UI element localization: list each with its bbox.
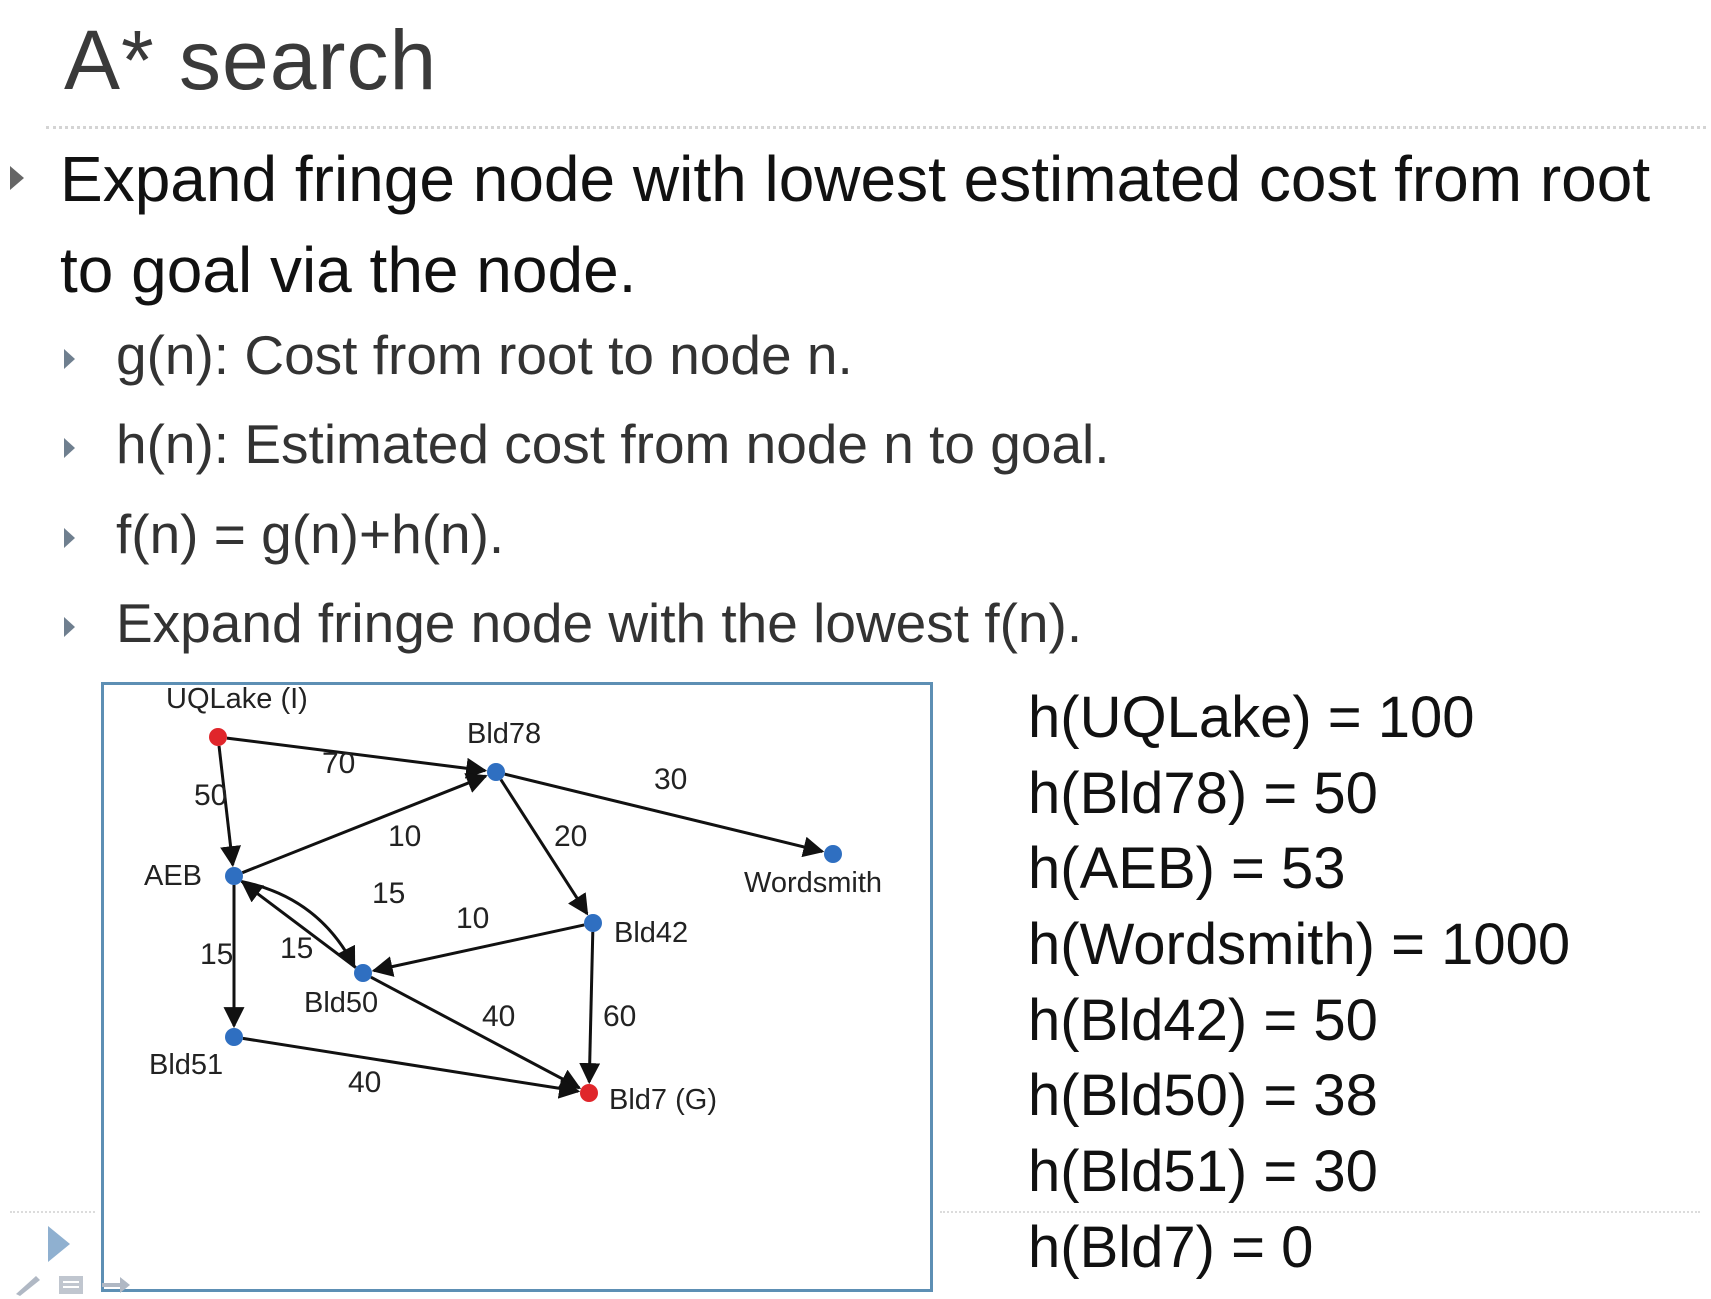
edge-bld78-bld42 xyxy=(499,778,589,916)
edge-weight-label: 30 xyxy=(654,763,687,796)
edge-uqlake-bld78 xyxy=(226,736,488,779)
footer-divider xyxy=(10,1211,95,1213)
bullet-arrow-icon xyxy=(10,166,24,190)
edge-weight-label: 10 xyxy=(456,902,489,935)
sub-bullet-g: g(n): Cost from root to node n. xyxy=(116,324,853,386)
node-label-aeb: AEB xyxy=(144,860,202,892)
heuristic-wordsmith: h(Wordsmith) = 1000 xyxy=(1028,912,1571,978)
edge-bld50-aeb xyxy=(241,881,357,969)
node-label-wordsmith: Wordsmith xyxy=(744,867,882,899)
heuristic-bld78: h(Bld78) = 50 xyxy=(1028,760,1378,826)
edge-weight-label: 15 xyxy=(280,932,313,965)
edge-bld50-bld7 xyxy=(370,975,582,1090)
pen-icon[interactable] xyxy=(14,1274,44,1296)
heuristic-list: h(UQLake) = 100 h(Bld78) = 50 h(AEB) = 5… xyxy=(1028,680,1570,1286)
edge-uqlake-aeb xyxy=(217,745,242,868)
heuristic-bld51: h(Bld51) = 30 xyxy=(1028,1139,1378,1205)
edge-weight-label: 15 xyxy=(200,938,233,971)
edge-bld51-bld7 xyxy=(242,1036,581,1099)
node-label-bld78: Bld78 xyxy=(467,718,541,750)
node-bld78 xyxy=(487,763,505,781)
node-label-uqlake: UQLake (I) xyxy=(166,685,308,715)
node-bld51 xyxy=(225,1028,243,1046)
sub-bullet-f: f(n) = g(n)+h(n). xyxy=(116,503,505,565)
edge-weight-label: 50 xyxy=(194,779,227,812)
heuristic-aeb: h(AEB) = 53 xyxy=(1028,836,1346,902)
sub-bullet-arrow-icon xyxy=(64,438,75,458)
nodes-layer xyxy=(209,728,842,1102)
edge-weight-label: 10 xyxy=(388,820,421,853)
heuristic-bld7: h(Bld7) = 0 xyxy=(1028,1214,1314,1280)
node-uqlake xyxy=(209,728,227,746)
edge-weight-label: 15 xyxy=(372,877,405,910)
node-label-bld7: Bld7 (G) xyxy=(609,1084,717,1116)
sub-bullet-expand: Expand fringe node with the lowest f(n). xyxy=(116,592,1083,654)
arrow-icon[interactable] xyxy=(100,1274,132,1296)
slide-title: A* search xyxy=(64,13,438,107)
graph-diagram: 70 50 30 10 20 15 15 15 10 40 60 40 UQLake (I) Bld78… xyxy=(101,682,933,1292)
edge-weight-label: 70 xyxy=(322,747,355,780)
node-label-bld51: Bld51 xyxy=(149,1049,223,1081)
title-divider xyxy=(46,126,1706,129)
node-bld7 xyxy=(580,1084,598,1102)
edge-aeb-bld78 xyxy=(241,773,488,875)
footer-divider xyxy=(940,1211,1700,1213)
graph-svg: 70 50 30 10 20 15 15 15 10 40 60 40 UQLake (I) Bld78… xyxy=(144,685,882,1116)
edge-weight-label: 40 xyxy=(348,1066,381,1099)
edge-weight-label: 60 xyxy=(603,1000,636,1033)
edge-bld42-bld50 xyxy=(371,923,585,977)
node-label-bld50: Bld50 xyxy=(304,987,378,1019)
sub-bullet-h: h(n): Estimated cost from node n to goal… xyxy=(116,413,1110,475)
heuristic-bld42: h(Bld42) = 50 xyxy=(1028,987,1378,1053)
edge-bld42-bld7 xyxy=(579,931,601,1085)
edges-layer xyxy=(217,736,825,1099)
edge-bld78-wordsmith xyxy=(504,772,825,858)
edge-weights-layer: 70 50 30 10 20 15 15 15 10 40 60 40 xyxy=(194,747,687,1099)
node-wordsmith xyxy=(824,845,842,863)
edge-weight-label: 20 xyxy=(554,820,587,853)
sub-bullet-arrow-icon xyxy=(64,528,75,548)
node-aeb xyxy=(225,867,243,885)
sub-bullet-arrow-icon xyxy=(64,617,75,637)
node-label-bld42: Bld42 xyxy=(614,917,688,949)
play-icon[interactable] xyxy=(48,1226,70,1262)
node-labels-layer: UQLake (I) Bld78 AEB Wordsmith Bld42 Bld50 Bld… xyxy=(144,685,882,1116)
node-bld50 xyxy=(354,964,372,982)
main-bullet: Expand fringe node with lowest estimated… xyxy=(60,143,1651,306)
sub-bullet-arrow-icon xyxy=(64,349,75,369)
heuristic-bld50: h(Bld50) = 38 xyxy=(1028,1063,1378,1129)
menu-icon[interactable] xyxy=(58,1274,84,1296)
edge-weight-label: 40 xyxy=(482,1000,515,1033)
node-bld42 xyxy=(584,914,602,932)
heuristic-uqlake: h(UQLake) = 100 xyxy=(1028,685,1475,750)
